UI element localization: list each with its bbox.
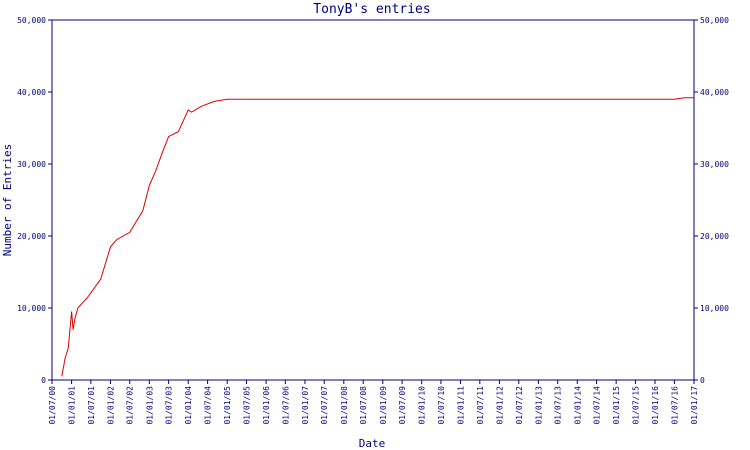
x-tick-label: 01/07/03 <box>165 386 174 425</box>
x-tick-label: 01/01/01 <box>68 386 77 425</box>
x-tick-label: 01/07/13 <box>554 386 563 425</box>
x-tick-label: 01/07/16 <box>670 386 679 425</box>
x-tick-label: 01/01/03 <box>145 386 154 425</box>
x-tick-label: 01/07/15 <box>631 386 640 425</box>
y-axis-label: Number of Entries <box>1 144 14 257</box>
x-tick-label: 01/07/12 <box>515 386 524 425</box>
x-tick-label: 01/07/01 <box>87 386 96 425</box>
x-tick-label: 01/01/07 <box>301 386 310 425</box>
y-tick-label-left: 30,000 <box>17 160 46 169</box>
y-tick-label-right: 40,000 <box>700 88 729 97</box>
x-ticks: 01/07/00 01/01/01 01/07/01 01/01/02 01/07/02… <box>48 380 699 425</box>
x-axis-label: Date <box>359 437 386 450</box>
y-ticks-left: 0 10,000 20,000 30,000 40,000 50,000 <box>17 16 52 385</box>
y-tick-label-right: 20,000 <box>700 232 729 241</box>
plot-frame <box>51 19 695 381</box>
y-tick-label-right: 30,000 <box>700 160 729 169</box>
y-tick-label-left: 10,000 <box>17 304 46 313</box>
x-tick-label: 01/01/02 <box>106 386 115 425</box>
y-tick-label-left: 0 <box>41 376 46 385</box>
chart-title: TonyB's entries <box>313 2 430 17</box>
y-tick-label-left: 40,000 <box>17 88 46 97</box>
x-tick-label: 01/07/14 <box>593 386 602 425</box>
y-tick-label-right: 10,000 <box>700 304 729 313</box>
y-ticks-right: 0 10,000 20,000 30,000 40,000 50,000 <box>694 16 729 385</box>
x-tick-label: 01/07/11 <box>476 386 485 425</box>
x-tick-label: 01/01/08 <box>340 386 349 425</box>
x-tick-label: 01/01/17 <box>690 386 699 425</box>
y-tick-label-right: 0 <box>700 376 705 385</box>
x-tick-label: 01/01/05 <box>223 386 232 425</box>
x-tick-label: 01/07/09 <box>398 386 407 425</box>
series-group <box>61 97 694 377</box>
x-tick-label: 01/07/07 <box>320 386 329 425</box>
x-tick-label: 01/01/11 <box>457 386 466 425</box>
x-tick-label: 01/01/12 <box>495 386 504 425</box>
x-tick-label: 01/07/08 <box>359 386 368 425</box>
y-tick-label-right: 50,000 <box>700 16 729 25</box>
y-tick-label-left: 50,000 <box>17 16 46 25</box>
y-tick-label-left: 20,000 <box>17 232 46 241</box>
x-tick-label: 01/07/00 <box>48 386 57 425</box>
x-tick-label: 01/01/09 <box>379 386 388 425</box>
x-tick-label: 01/01/04 <box>184 386 193 425</box>
x-tick-label: 01/07/06 <box>281 386 290 425</box>
x-tick-label: 01/07/04 <box>204 386 213 425</box>
x-tick-label: 01/07/10 <box>437 386 446 425</box>
series-line <box>61 97 694 377</box>
x-tick-label: 01/01/15 <box>612 386 621 425</box>
x-tick-label: 01/01/10 <box>418 386 427 425</box>
x-tick-label: 01/07/05 <box>242 386 251 425</box>
x-tick-label: 01/07/02 <box>126 386 135 425</box>
x-tick-label: 01/01/14 <box>573 386 582 425</box>
x-tick-label: 01/01/06 <box>262 386 271 425</box>
x-tick-label: 01/01/16 <box>651 386 660 425</box>
x-tick-label: 01/01/13 <box>534 386 543 425</box>
